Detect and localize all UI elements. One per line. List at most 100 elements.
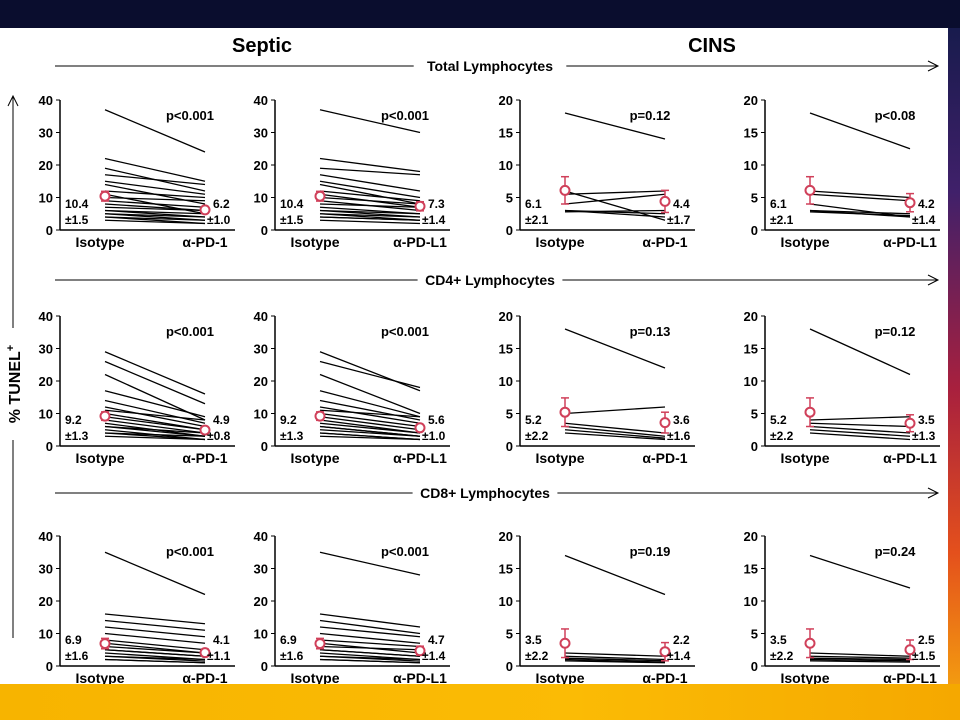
panel-3-mean-right-sd: ±1.4 xyxy=(912,213,936,227)
panel-8-p-value: p<0.001 xyxy=(166,544,214,559)
panel-5-mean-right-sd: ±1.0 xyxy=(422,429,446,443)
panel-3-mean-marker-1 xyxy=(904,197,916,209)
panel-2-pair-line-2 xyxy=(564,190,666,195)
panel-1-pair-line-2 xyxy=(319,167,421,176)
panel-4-mean-marker-1 xyxy=(199,424,211,436)
row-title-arrow-1-arrowhead xyxy=(927,274,940,286)
panel-4-category-1: α-PD-1 xyxy=(182,450,227,466)
panel-7-pair-line-5 xyxy=(809,432,911,441)
panel-1-pair-line-4 xyxy=(319,180,421,199)
panel-11-ytick-label-5: 5 xyxy=(751,627,758,642)
panel-4-ytick-label-10: 10 xyxy=(39,407,53,422)
panel-4-mean-left-value: 9.2 xyxy=(65,413,82,427)
panel-4-pair-line-6 xyxy=(104,409,206,421)
panel-5-ytick-label-40: 40 xyxy=(254,309,268,324)
panel-8-pair-line-1 xyxy=(104,613,206,625)
y-axis-label-bg xyxy=(4,328,22,440)
panel-4-mean-marker-0 xyxy=(99,410,111,422)
panel-0-ytick-label-30: 30 xyxy=(39,126,53,141)
panel-10-mean-left-value: 3.5 xyxy=(525,633,542,647)
panel-5-ytick-label-10: 10 xyxy=(254,407,268,422)
panel-6-mean-marker-1 xyxy=(659,417,671,429)
panel-10-pair-line-1 xyxy=(564,652,666,657)
panel-5-category-0: Isotype xyxy=(290,450,339,466)
panel-3-ytick-label-10: 10 xyxy=(744,158,758,173)
panel-9-mean-marker-1 xyxy=(414,645,426,657)
panel-7-pair-line-1 xyxy=(809,416,911,421)
panel-5-ytick-label-0: 0 xyxy=(261,439,268,454)
panel-3-pair-line-1 xyxy=(809,190,911,199)
panel-11-pair-line-1 xyxy=(809,652,911,657)
panel-10-pair-line-4 xyxy=(564,658,666,663)
panel-5-pair-line-16 xyxy=(319,435,421,441)
panel-3-category-0: Isotype xyxy=(780,234,829,250)
panel-6-ytick-label-10: 10 xyxy=(499,374,513,389)
panel-11-category-1: α-PD-L1 xyxy=(883,670,937,684)
panel-6-ytick-label-20: 20 xyxy=(499,309,513,324)
panel-9-pair-line-1 xyxy=(319,613,421,628)
panel-1-pair-line-5 xyxy=(319,183,421,205)
panel-2-category-1: α-PD-1 xyxy=(642,234,687,250)
panel-11-ytick-label-20: 20 xyxy=(744,529,758,544)
panel-7-mean-left-value: 5.2 xyxy=(770,413,787,427)
panel-10-ytick-label-5: 5 xyxy=(506,627,513,642)
panel-5-mean-marker-1 xyxy=(414,422,426,434)
panel-8-category-1: α-PD-1 xyxy=(182,670,227,684)
panel-2-ytick-label-5: 5 xyxy=(506,191,513,206)
panel-9-mean-left-sd: ±1.6 xyxy=(280,649,304,663)
panel-4-mean-right-value: 4.9 xyxy=(213,413,230,427)
panel-11-pair-line-5 xyxy=(809,660,911,663)
panel-4-ytick-label-20: 20 xyxy=(39,374,53,389)
panel-5-pair-line-2 xyxy=(319,373,421,415)
panel-2-ytick-label-20: 20 xyxy=(499,93,513,108)
panel-7-pair-line-0 xyxy=(809,328,911,376)
panel-3-pair-line-0 xyxy=(809,112,911,150)
panel-4-mean-right-sd: ±0.8 xyxy=(207,429,231,443)
panel-3-ytick-label-20: 20 xyxy=(744,93,758,108)
panel-6-mean-right-value: 3.6 xyxy=(673,413,690,427)
panel-9-ytick-label-30: 30 xyxy=(254,562,268,577)
panel-1-mean-left-sd: ±1.5 xyxy=(280,213,304,227)
row-title-bg-0 xyxy=(413,56,567,76)
panel-8-pair-line-9 xyxy=(104,649,206,657)
top-dark-band xyxy=(0,0,960,28)
panel-7-p-value: p=0.12 xyxy=(875,324,916,339)
panel-7-ytick-label-20: 20 xyxy=(744,309,758,324)
right-gradient-edge xyxy=(948,28,960,684)
panel-6-ytick-label-5: 5 xyxy=(506,407,513,422)
panel-1-pair-line-6 xyxy=(319,190,421,202)
panel-7-category-0: Isotype xyxy=(780,450,829,466)
panel-8-pair-line-7 xyxy=(104,645,206,654)
panel-1-ytick-label-40: 40 xyxy=(254,93,268,108)
panel-0-pair-line-11 xyxy=(104,206,206,212)
panel-2-mean-marker-1 xyxy=(659,195,671,207)
panel-11-p-value: p=0.24 xyxy=(875,544,917,559)
panel-10-mean-right-sd: ±1.4 xyxy=(667,649,691,663)
panel-9-ytick-label-0: 0 xyxy=(261,659,268,674)
panel-8-ytick-label-10: 10 xyxy=(39,627,53,642)
panel-0-ytick-label-0: 0 xyxy=(46,223,53,238)
y-axis-arrowhead xyxy=(7,94,19,107)
panel-1-pair-line-18 xyxy=(319,219,421,225)
panel-5-mean-marker-0 xyxy=(314,410,326,422)
panel-2-category-0: Isotype xyxy=(535,234,584,250)
row-title-bg-1 xyxy=(417,270,563,290)
row-title-0: Total Lymphocytes xyxy=(427,58,553,74)
panel-11-mean-marker-0 xyxy=(804,637,816,649)
panel-0-mean-left-sd: ±1.5 xyxy=(65,213,89,227)
bottom-yellow-band xyxy=(0,684,960,720)
panel-4-pair-line-1 xyxy=(104,360,206,405)
panel-11-pair-line-3 xyxy=(809,657,911,661)
panel-11-ytick-label-15: 15 xyxy=(744,562,758,577)
panel-7-category-1: α-PD-L1 xyxy=(883,450,937,466)
panel-10-ytick-label-20: 20 xyxy=(499,529,513,544)
panel-8-pair-line-3 xyxy=(104,626,206,638)
panel-8-mean-marker-1 xyxy=(199,647,211,659)
panel-2-pair-line-3 xyxy=(564,193,666,205)
panel-8-mean-left-sd: ±1.6 xyxy=(65,649,89,663)
panel-1-category-0: Isotype xyxy=(290,234,339,250)
panel-5-pair-line-1 xyxy=(319,360,421,389)
panel-2-ytick-label-10: 10 xyxy=(499,158,513,173)
panel-10-mean-marker-0 xyxy=(559,637,571,649)
panel-1-ytick-label-20: 20 xyxy=(254,158,268,173)
